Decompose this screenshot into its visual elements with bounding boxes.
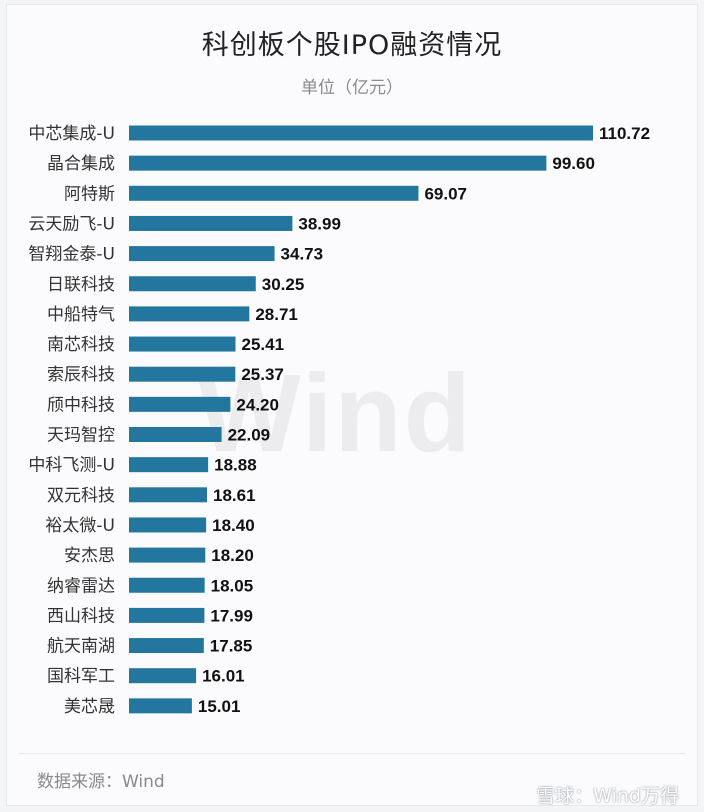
category-label: 颀中科技 [47, 395, 115, 415]
category-label: 国科军工 [47, 667, 115, 687]
bar [129, 698, 192, 714]
bar [129, 638, 204, 654]
category-label: 日联科技 [47, 275, 115, 295]
category-label: 美芯晟 [64, 697, 115, 717]
value-label: 18.05 [211, 576, 254, 595]
bar [129, 246, 275, 262]
bar [129, 457, 209, 473]
category-label: 索辰科技 [47, 365, 115, 385]
bar [129, 336, 236, 352]
bar [129, 306, 250, 322]
bar [129, 215, 293, 231]
value-label: 99.60 [552, 154, 595, 173]
category-label: 晶合集成 [47, 154, 115, 174]
bar [129, 366, 236, 382]
category-label: 安杰思 [64, 546, 115, 566]
category-label: 智翔金泰-U [28, 245, 115, 265]
category-label: 纳睿雷达 [47, 576, 115, 596]
bar [129, 276, 256, 292]
chart-subtitle: 单位（亿元） [301, 78, 403, 98]
value-label: 18.40 [212, 516, 255, 535]
bar [129, 396, 231, 412]
category-label: 云天励飞-U [28, 214, 115, 234]
value-label: 15.01 [198, 697, 241, 716]
value-label: 34.73 [281, 245, 324, 264]
category-label: 中芯集成-U [28, 124, 115, 144]
value-label: 28.71 [255, 305, 298, 324]
value-label: 18.88 [214, 456, 257, 475]
value-label: 38.99 [298, 214, 341, 233]
data-source: 数据来源：Wind [37, 772, 165, 792]
bar [129, 547, 206, 563]
footer-divider [19, 753, 685, 754]
bar-chart: 中芯集成-U 110.72 晶合集成 99.60 阿特斯 69.07 云天励飞-U 38.99… [28, 124, 650, 717]
value-label: 18.61 [213, 486, 256, 505]
category-label: 裕太微-U [45, 516, 115, 536]
category-label: 南芯科技 [47, 335, 115, 355]
value-label: 24.20 [236, 395, 279, 414]
bar [129, 487, 207, 503]
value-label: 17.99 [210, 606, 253, 625]
category-label: 阿特斯 [64, 184, 115, 204]
category-label: 西山科技 [47, 606, 115, 626]
bar [129, 125, 593, 141]
category-label: 双元科技 [47, 486, 115, 506]
bar [129, 668, 197, 684]
category-label: 航天南湖 [47, 637, 115, 657]
value-label: 25.37 [241, 365, 284, 384]
category-label: 中科飞测-U [28, 456, 115, 476]
bar [129, 577, 205, 593]
bar [129, 607, 205, 623]
bar [129, 155, 547, 171]
chart-card: 科创板个股IPO融资情况 单位（亿元） Wind 中芯集成-U 110.72 晶合集… [6, 4, 698, 807]
chart-title: 科创板个股IPO融资情况 [201, 30, 503, 61]
value-label: 25.41 [241, 335, 284, 354]
brand-watermark: 雪球：Wind万得 [536, 785, 679, 807]
bar [129, 185, 419, 201]
value-label: 69.07 [424, 184, 467, 203]
bar [129, 427, 222, 442]
value-label: 110.72 [599, 124, 650, 143]
value-label: 18.20 [211, 546, 254, 565]
value-label: 30.25 [262, 275, 305, 294]
value-label: 17.85 [210, 637, 253, 656]
category-label: 中船特气 [47, 305, 115, 325]
bar [129, 517, 207, 533]
watermark-logo: Wind [197, 352, 473, 475]
category-label: 天玛智控 [47, 426, 115, 446]
value-label: 16.01 [202, 667, 245, 686]
value-label: 22.09 [228, 426, 271, 445]
